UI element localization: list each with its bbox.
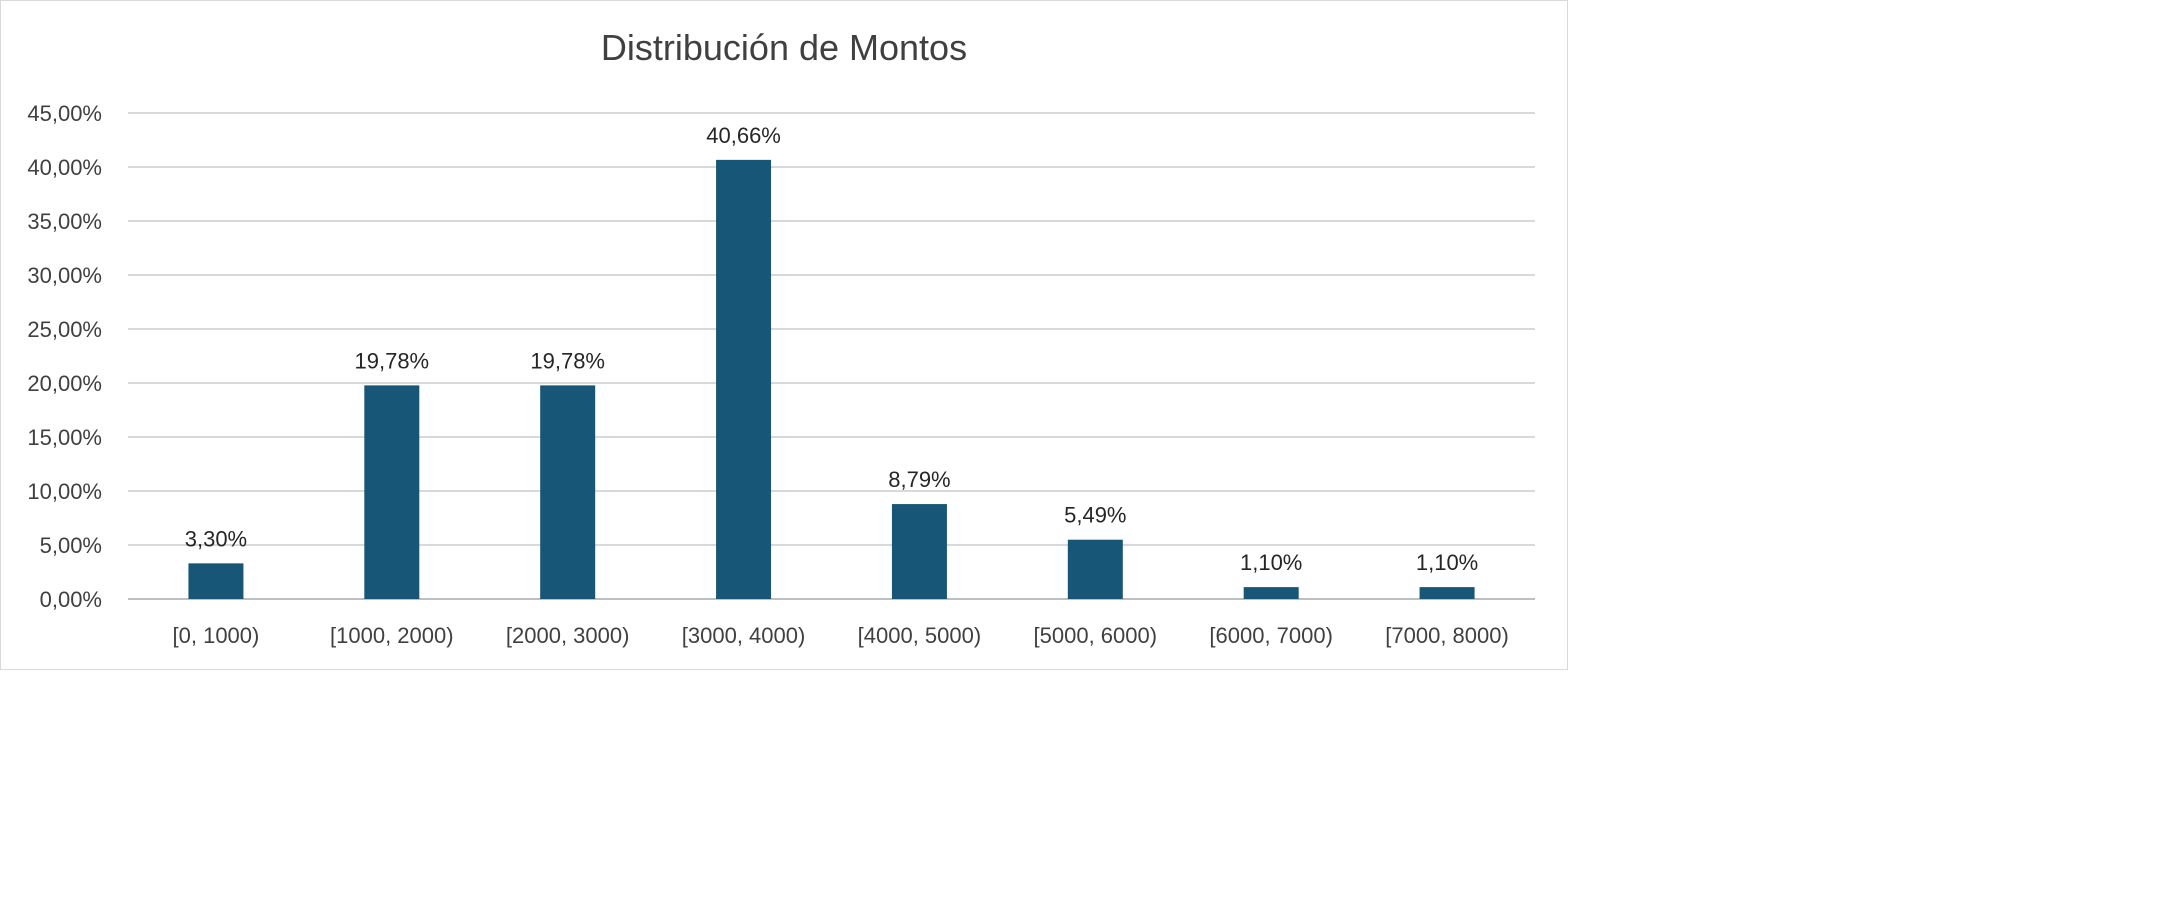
data-label: 19,78% <box>355 348 430 373</box>
x-tick-label: [5000, 6000) <box>1034 623 1158 648</box>
gridlines <box>128 112 1535 600</box>
x-axis-ticks: [0, 1000) [1000, 2000) [2000, 3000) [3000, … <box>173 623 1509 648</box>
y-tick-label: 10,00% <box>27 479 102 504</box>
bar <box>540 385 596 599</box>
bar <box>364 385 420 599</box>
y-tick-label: 35,00% <box>27 209 102 234</box>
x-tick-label: [3000, 4000) <box>682 623 806 648</box>
y-tick-label: 0,00% <box>40 587 102 612</box>
bar <box>1419 587 1475 599</box>
x-tick-label: [6000, 7000) <box>1209 623 1333 648</box>
data-label: 1,10% <box>1416 550 1478 575</box>
data-label: 8,79% <box>888 467 950 492</box>
bar <box>1067 539 1123 599</box>
bar <box>1243 587 1299 599</box>
bar <box>188 563 244 599</box>
x-tick-label: [0, 1000) <box>173 623 260 648</box>
x-tick-label: [7000, 8000) <box>1385 623 1509 648</box>
bar-chart: 0,00% 5,00% 10,00% 15,00% 20,00% 25,00% 30,00%… <box>27 101 1535 648</box>
chart-container: Distribución de Montos 0,00% 5,00% 10,00% 1… <box>0 0 1568 670</box>
bar <box>716 159 772 599</box>
data-label: 3,30% <box>185 526 247 551</box>
y-tick-label: 40,00% <box>27 155 102 180</box>
y-tick-label: 25,00% <box>27 317 102 342</box>
x-tick-label: [2000, 3000) <box>506 623 630 648</box>
y-tick-label: 30,00% <box>27 263 102 288</box>
data-label: 40,66% <box>706 123 781 148</box>
chart-title: Distribución de Montos <box>600 27 968 68</box>
y-tick-label: 20,00% <box>27 371 102 396</box>
data-label: 1,10% <box>1240 550 1302 575</box>
data-label: 19,78% <box>530 348 605 373</box>
data-label: 5,49% <box>1064 503 1126 528</box>
data-labels: 3,30% 19,78% 19,78% 40,66% 8,79% 5,49% 1,10% 1,… <box>185 123 1479 575</box>
bar <box>891 504 947 599</box>
y-tick-label: 15,00% <box>27 425 102 450</box>
x-tick-label: [4000, 5000) <box>858 623 982 648</box>
y-tick-label: 5,00% <box>40 533 102 558</box>
y-tick-label: 45,00% <box>27 101 102 126</box>
y-axis-ticks: 0,00% 5,00% 10,00% 15,00% 20,00% 25,00% 30,00%… <box>27 101 102 612</box>
x-tick-label: [1000, 2000) <box>330 623 454 648</box>
bars <box>188 159 1475 599</box>
